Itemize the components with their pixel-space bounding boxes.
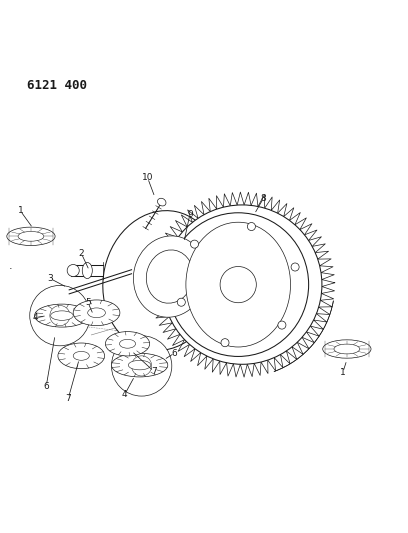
Text: 6: 6 xyxy=(43,382,49,391)
Ellipse shape xyxy=(323,340,371,358)
Ellipse shape xyxy=(58,343,104,369)
Text: 4: 4 xyxy=(33,313,39,322)
Ellipse shape xyxy=(129,360,151,370)
Text: 1: 1 xyxy=(340,368,346,377)
Text: 3: 3 xyxy=(47,274,53,283)
Ellipse shape xyxy=(103,211,221,351)
Ellipse shape xyxy=(73,300,120,326)
Text: ·: · xyxy=(9,264,12,274)
Circle shape xyxy=(30,285,90,346)
Ellipse shape xyxy=(120,340,135,348)
Ellipse shape xyxy=(133,236,206,317)
Ellipse shape xyxy=(146,250,193,303)
Ellipse shape xyxy=(88,308,105,318)
Circle shape xyxy=(247,222,255,231)
Ellipse shape xyxy=(168,213,308,357)
Ellipse shape xyxy=(157,198,166,206)
Ellipse shape xyxy=(18,231,44,241)
Circle shape xyxy=(131,356,152,376)
Ellipse shape xyxy=(334,344,360,354)
Circle shape xyxy=(291,263,299,271)
Text: 7: 7 xyxy=(151,367,157,376)
Circle shape xyxy=(220,266,256,303)
Ellipse shape xyxy=(82,262,92,279)
Ellipse shape xyxy=(73,351,89,360)
Circle shape xyxy=(67,264,79,277)
Text: 7: 7 xyxy=(66,393,71,402)
Circle shape xyxy=(177,298,185,306)
Ellipse shape xyxy=(35,304,89,327)
Ellipse shape xyxy=(186,222,290,347)
Ellipse shape xyxy=(111,353,168,377)
Text: 4: 4 xyxy=(122,390,128,399)
Ellipse shape xyxy=(51,311,73,320)
Circle shape xyxy=(50,305,70,326)
Text: 10: 10 xyxy=(142,173,153,182)
Ellipse shape xyxy=(105,332,150,356)
Text: 8: 8 xyxy=(261,193,266,203)
Circle shape xyxy=(278,321,286,329)
Circle shape xyxy=(111,336,172,396)
Text: 2: 2 xyxy=(78,249,84,258)
Text: 1: 1 xyxy=(18,206,23,215)
Circle shape xyxy=(221,338,229,346)
Ellipse shape xyxy=(7,227,55,246)
Circle shape xyxy=(162,205,322,364)
Circle shape xyxy=(191,240,199,248)
Text: 6: 6 xyxy=(172,349,177,358)
Text: 5: 5 xyxy=(85,298,91,307)
Text: 6121 400: 6121 400 xyxy=(27,79,87,92)
Text: 9: 9 xyxy=(187,209,193,219)
